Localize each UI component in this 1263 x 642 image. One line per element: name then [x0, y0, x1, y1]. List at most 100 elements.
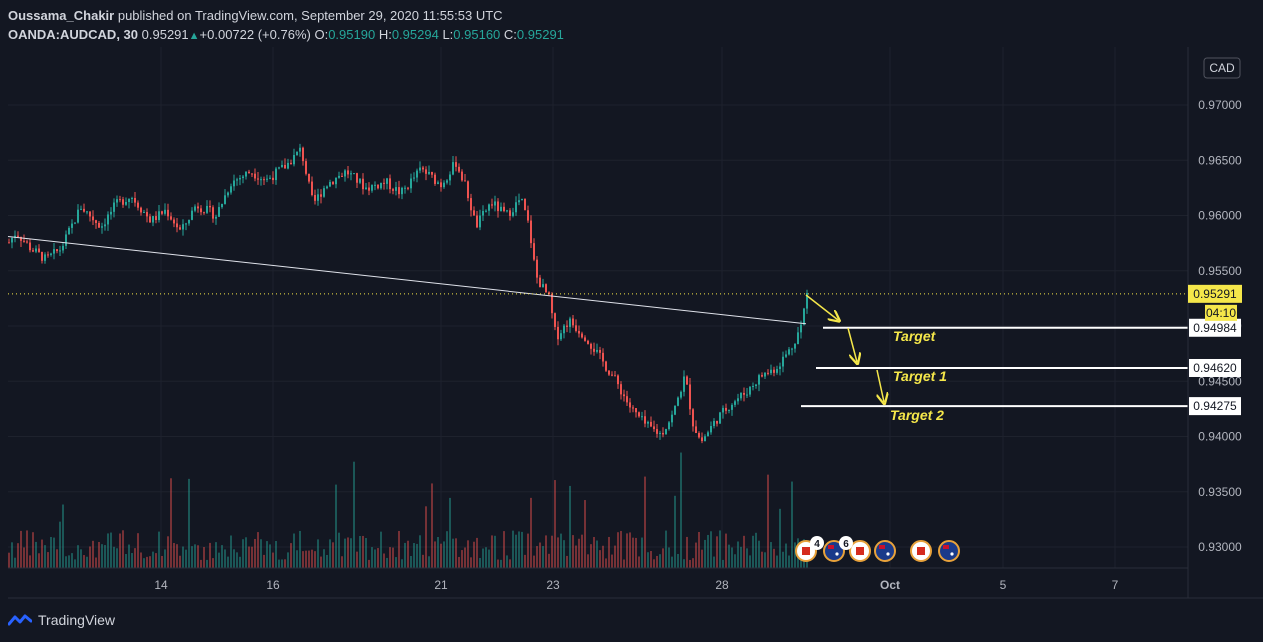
volume-bar — [668, 547, 670, 568]
candle-body — [8, 242, 10, 244]
publish-line: Oussama_Chakir published on TradingView.… — [8, 6, 564, 25]
candle-body — [548, 292, 550, 294]
volume-bar — [788, 555, 790, 568]
volume-bar — [467, 540, 469, 568]
candle-body — [464, 180, 466, 182]
volume-bar — [65, 556, 67, 568]
candle-body — [215, 216, 217, 219]
candle-body — [281, 164, 283, 168]
volume-bar — [608, 536, 610, 568]
volume-bar — [692, 558, 694, 568]
candle-body — [758, 375, 760, 385]
candle-body — [116, 199, 118, 203]
candle-body — [503, 206, 505, 212]
volume-bar — [308, 550, 310, 568]
candle-body — [209, 205, 211, 208]
volume-bar — [236, 552, 238, 568]
candle-body — [122, 199, 124, 205]
volume-bar — [176, 544, 178, 568]
up-triangle-icon: ▲ — [188, 30, 200, 42]
volume-bar — [719, 530, 721, 568]
brand-name[interactable]: TradingView — [38, 612, 116, 628]
candle-body — [641, 416, 643, 418]
time-axis[interactable]: 14 16 21 23 28 Oct 5 7 — [154, 578, 1118, 592]
volume-bar — [281, 559, 283, 568]
ohlc-line: OANDA:AUDCAD, 30 0.95291▲+0.00722 (+0.76… — [8, 25, 564, 46]
volume-bar — [320, 556, 322, 568]
volume-bar — [611, 554, 613, 568]
volume-bar — [572, 535, 574, 568]
candle-body — [101, 226, 103, 228]
plot-area[interactable] — [8, 47, 1188, 568]
candle-body — [797, 332, 799, 344]
volume-bar — [197, 545, 199, 568]
volume-bar — [524, 554, 526, 568]
volume-bar — [26, 530, 28, 568]
candle-body — [332, 182, 334, 185]
symbol-label[interactable]: OANDA:AUDCAD, 30 — [8, 27, 139, 42]
volume-bar — [122, 530, 124, 568]
candle-body — [695, 426, 697, 434]
candle-body — [560, 333, 562, 340]
australia-flag-icon[interactable] — [938, 540, 960, 562]
volume-bar — [284, 559, 286, 568]
volume-bar — [767, 474, 769, 568]
candle-body — [131, 197, 133, 199]
candle-body — [134, 197, 136, 203]
candle-body — [701, 437, 703, 442]
volume-bar — [221, 545, 223, 568]
volume-bar — [116, 548, 118, 568]
australia-flag-icon[interactable] — [874, 540, 896, 562]
currency-badge: CAD — [1203, 57, 1241, 79]
candle-body — [779, 366, 781, 369]
author-name[interactable]: Oussama_Chakir — [8, 8, 115, 23]
candle-body — [596, 349, 598, 352]
candle-body — [251, 173, 253, 175]
candle-body — [569, 318, 571, 327]
last-price-text: 0.95291 — [1193, 287, 1237, 301]
candle-body — [206, 205, 208, 213]
australia-flag-icon[interactable] — [823, 540, 845, 562]
volume-bar — [440, 543, 442, 568]
candle-body — [806, 292, 808, 309]
canada-flag-icon[interactable] — [849, 540, 871, 562]
candle-body — [356, 173, 358, 183]
candle-body — [800, 324, 802, 333]
volume-bar — [287, 552, 289, 568]
volume-bar — [500, 559, 502, 568]
tradingview-logo-icon[interactable] — [8, 612, 32, 628]
candle-body — [173, 219, 175, 224]
volume-bar — [659, 554, 661, 568]
x-tick-label: Oct — [880, 578, 900, 592]
canada-flag-icon[interactable] — [910, 540, 932, 562]
candle-body — [374, 184, 376, 186]
countdown-text: 04:10 — [1206, 306, 1236, 320]
volume-bar — [272, 552, 274, 568]
volume-bar — [362, 535, 364, 568]
volume-bar — [773, 548, 775, 568]
volume-bar — [410, 555, 412, 568]
candle-body — [794, 343, 796, 349]
candle-body — [392, 189, 394, 191]
volume-bar — [431, 483, 433, 568]
candle-body — [401, 187, 403, 195]
candle-body — [770, 369, 772, 374]
volume-bar — [209, 542, 211, 568]
candle-body — [557, 326, 559, 340]
volume-bar — [218, 552, 220, 568]
volume-bar — [752, 535, 754, 568]
candle-body — [683, 376, 685, 392]
volume-bar — [224, 549, 226, 568]
volume-bar — [761, 551, 763, 568]
candle-body — [74, 222, 76, 224]
volume-bar — [368, 559, 370, 568]
volume-bar — [20, 530, 22, 568]
volume-bar — [656, 555, 658, 568]
candle-body — [788, 349, 790, 355]
candle-body — [314, 195, 316, 201]
union-jack-shape — [879, 545, 885, 549]
candle-body — [707, 432, 709, 437]
volume-bar — [527, 533, 529, 568]
